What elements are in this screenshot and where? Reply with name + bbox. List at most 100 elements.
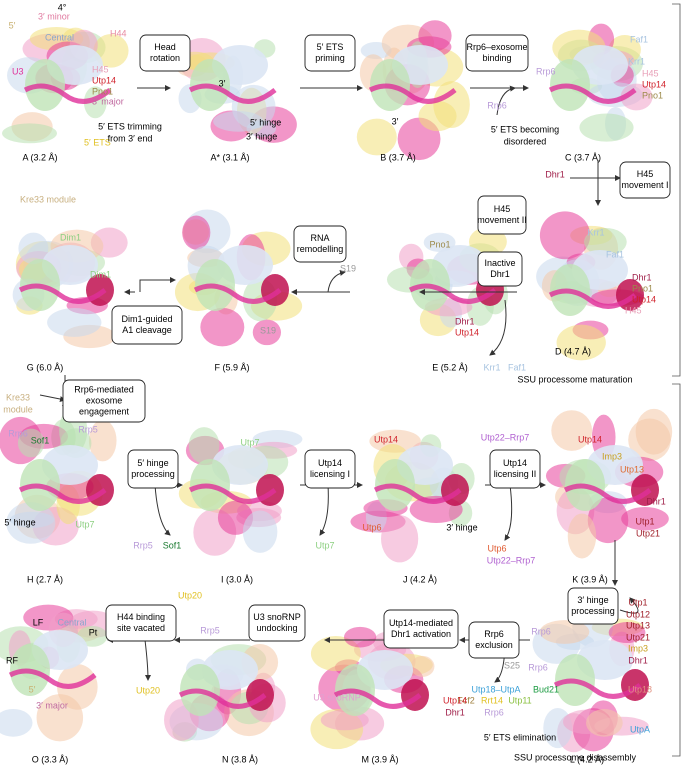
- subunit-density: [17, 428, 45, 458]
- annotation: H45: [92, 64, 109, 74]
- annotation: Rrp6: [528, 662, 548, 672]
- annotation: Utp13: [626, 620, 650, 630]
- annotation: Krr1: [483, 362, 500, 372]
- step-label: Head: [154, 42, 176, 52]
- rna-density: [548, 288, 637, 309]
- subunit-density: [567, 513, 597, 559]
- rna-density: [188, 83, 277, 104]
- subunit-density: [585, 709, 623, 737]
- process-arrow: [496, 85, 516, 116]
- section-bracket: [672, 3, 681, 757]
- subunit-density: [635, 408, 673, 455]
- annotation: 3′ minor: [38, 11, 70, 21]
- step-label: engagement: [79, 406, 130, 416]
- step-label: Dhr1: [490, 269, 510, 279]
- annotation: Rrp6: [531, 626, 551, 636]
- subunit-density: [410, 655, 435, 677]
- subunit-density: [381, 515, 419, 563]
- annotation: Utp1: [628, 597, 647, 607]
- panel-label: I (3.0 Å): [221, 574, 253, 584]
- annotation: U3 snoRNP: [313, 692, 361, 702]
- subunit-density: [9, 511, 55, 528]
- annotation: Rrp6: [8, 428, 28, 438]
- rna-density: [563, 483, 652, 504]
- panel-label: O (3.3 Å): [32, 754, 69, 764]
- step-box: [127, 449, 179, 489]
- annotation: SSU processome maturation: [517, 374, 632, 384]
- subunit-density: [310, 636, 361, 672]
- step-box: [465, 34, 529, 72]
- rna-density: [553, 678, 642, 699]
- rna-density: [373, 483, 462, 504]
- annotation: Rrp6: [536, 66, 556, 76]
- step-label: Rrp6-mediated: [74, 384, 134, 394]
- annotation: Dhr1: [628, 655, 648, 665]
- step-box: [62, 379, 146, 423]
- annotation: Utp11: [508, 695, 531, 705]
- step-label: binding: [482, 53, 511, 63]
- annotation: Pt: [89, 627, 98, 637]
- step-box: [383, 609, 459, 649]
- annotation: 3′: [219, 78, 226, 88]
- annotation: Dhr1: [646, 496, 666, 506]
- annotation: 3′ major: [92, 96, 124, 106]
- annotation: 3′ major: [36, 700, 68, 710]
- subunit-density: [587, 497, 629, 544]
- panel-label: J (4.2 Å): [403, 574, 437, 584]
- subunit-density: [0, 708, 33, 737]
- annotation: S25: [504, 660, 520, 670]
- annotation: Utp14: [632, 294, 656, 304]
- subunit-density: [252, 319, 282, 346]
- step-label: 3′ hinge: [577, 595, 608, 605]
- step-box: [111, 305, 183, 345]
- process-arrow: [504, 484, 513, 541]
- annotation: Dhr1: [445, 707, 465, 717]
- panel-label: E (5.2 Å): [432, 362, 468, 372]
- step-label: remodelling: [297, 244, 344, 254]
- process-arrow: [139, 277, 176, 292]
- panel-label: G (6.0 Å): [27, 362, 64, 372]
- annotation: Utp14: [578, 434, 602, 444]
- step-box: [139, 34, 191, 72]
- panel-label: C (3.7 Å): [565, 152, 601, 162]
- process-arrow: [489, 299, 507, 356]
- subunit-density: [344, 626, 377, 648]
- annotation: 5′ ETS: [84, 137, 111, 147]
- step-box: [477, 251, 523, 287]
- step-box: [477, 195, 527, 235]
- annotation: Faf1: [606, 249, 624, 259]
- annotation: Utp14: [642, 79, 666, 89]
- subunit-density: [88, 419, 117, 462]
- step-label: movement I: [621, 180, 668, 190]
- annotation: Utp18–UtpA: [471, 684, 520, 694]
- annotation: Pno1: [642, 90, 663, 100]
- step-label: H45: [637, 169, 654, 179]
- annotation: Kre33 module: [20, 194, 76, 204]
- panel-label: N (3.8 Å): [222, 754, 258, 764]
- annotation: module: [3, 404, 33, 414]
- subunit-density: [182, 215, 211, 250]
- subunit-density: [556, 324, 606, 361]
- step-label: Dhr1 activation: [391, 629, 451, 639]
- subunit-density: [188, 427, 220, 464]
- panel-label: A* (3.1 Å): [210, 152, 249, 162]
- subunit-density: [584, 227, 627, 256]
- annotation: S19: [340, 263, 356, 273]
- annotation: LF: [33, 617, 44, 627]
- step-box: [489, 449, 541, 489]
- step-label: undocking: [256, 623, 297, 633]
- annotation: Rrp5: [133, 540, 153, 550]
- step-box: [304, 34, 356, 72]
- annotation: Utp21: [636, 528, 660, 538]
- annotation: Utp20: [178, 590, 202, 600]
- subunit-density: [356, 118, 397, 156]
- annotation: 5′: [29, 684, 36, 694]
- subunit-density: [620, 83, 653, 111]
- process-arrow: [39, 394, 66, 402]
- step-label: Utp14: [503, 458, 527, 468]
- annotation: Dim1: [90, 269, 111, 279]
- annotation: Rrp5: [200, 625, 220, 635]
- annotation: Utp21: [626, 632, 650, 642]
- annotation: Rrp6: [484, 707, 504, 717]
